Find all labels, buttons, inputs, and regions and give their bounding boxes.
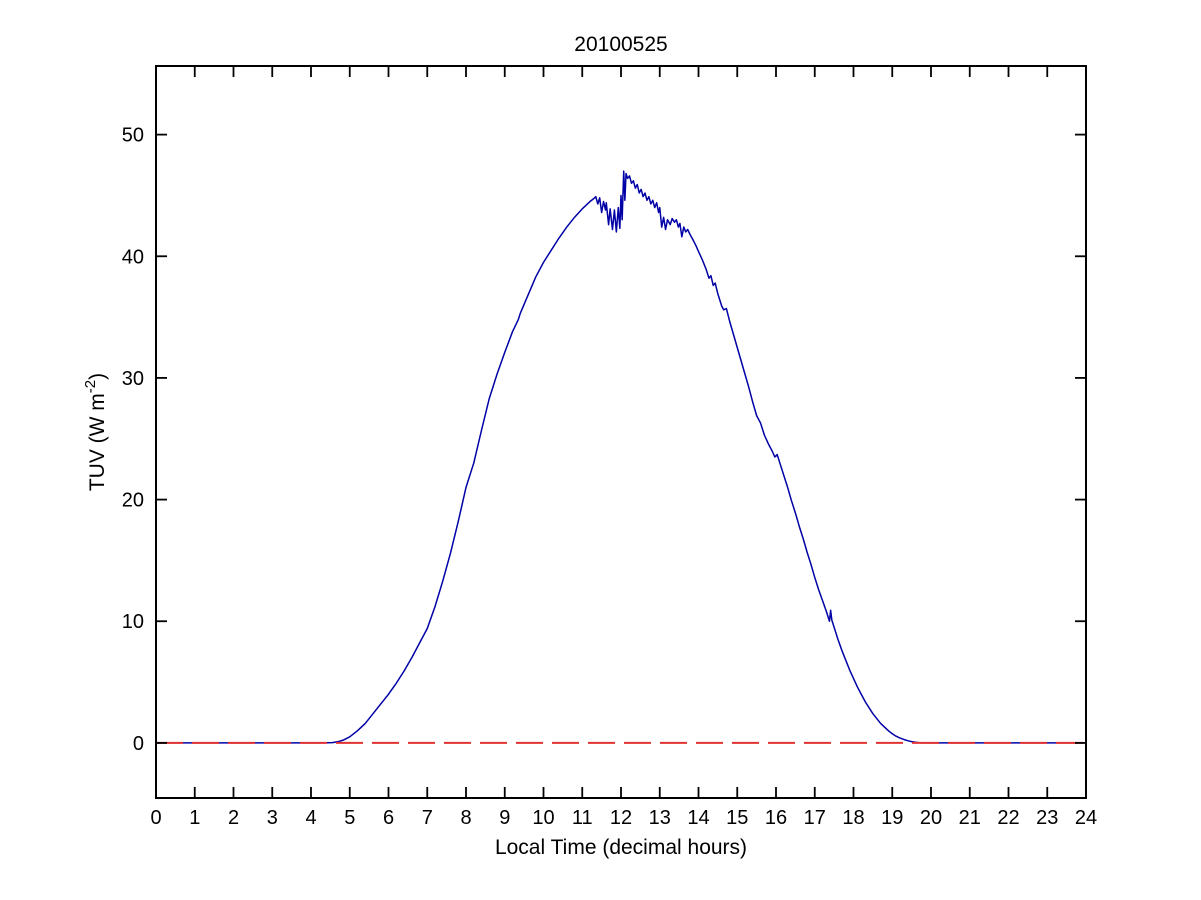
y-tick-label: 40	[122, 246, 144, 268]
x-tick-label: 18	[842, 807, 864, 829]
chart-title: 20100525	[574, 33, 668, 56]
y-tick-label: 20	[122, 490, 144, 512]
x-tick-label: 11	[572, 807, 593, 829]
x-tick-label: 4	[305, 807, 316, 829]
x-tick-label: 3	[267, 807, 278, 829]
x-tick-label: 16	[765, 807, 787, 829]
x-tick-label: 23	[1036, 807, 1058, 829]
x-tick-label: 20	[920, 807, 942, 829]
y-axis-label-close: )	[86, 372, 109, 380]
y-tick-label: 0	[133, 733, 144, 755]
x-tick-label: 12	[610, 807, 632, 829]
y-tick-label: 30	[122, 368, 144, 390]
x-tick-label: 2	[228, 807, 239, 829]
x-axis-label: Local Time (decimal hours)	[494, 836, 748, 859]
x-tick-label: 15	[726, 807, 748, 829]
y-axis-label-base: TUV (W m	[86, 393, 109, 492]
y-axis-label-superscript: -2	[82, 379, 99, 394]
plot-box	[155, 65, 1087, 799]
x-tick-label: 10	[532, 807, 554, 829]
x-tick-label: 13	[649, 807, 671, 829]
x-tick-label: 17	[804, 807, 826, 829]
x-tick-label: 9	[499, 807, 510, 829]
x-tick-label: 7	[422, 807, 433, 829]
x-tick-label: 1	[189, 807, 200, 829]
x-tick-label: 22	[997, 807, 1019, 829]
x-tick-label: 14	[687, 807, 709, 829]
y-tick-label: 10	[122, 611, 144, 633]
x-tick-label: 5	[344, 807, 355, 829]
y-tick-label: 50	[122, 125, 144, 147]
x-tick-label: 6	[383, 807, 394, 829]
x-tick-label: 24	[1075, 807, 1097, 829]
x-tick-label: 0	[150, 807, 161, 829]
x-tick-label: 8	[460, 807, 471, 829]
tuv-curve	[156, 170, 1086, 744]
x-tick-label: 19	[881, 807, 903, 829]
x-tick-label: 21	[959, 807, 981, 829]
y-axis-label: TUV (W m-2)	[77, 232, 109, 632]
